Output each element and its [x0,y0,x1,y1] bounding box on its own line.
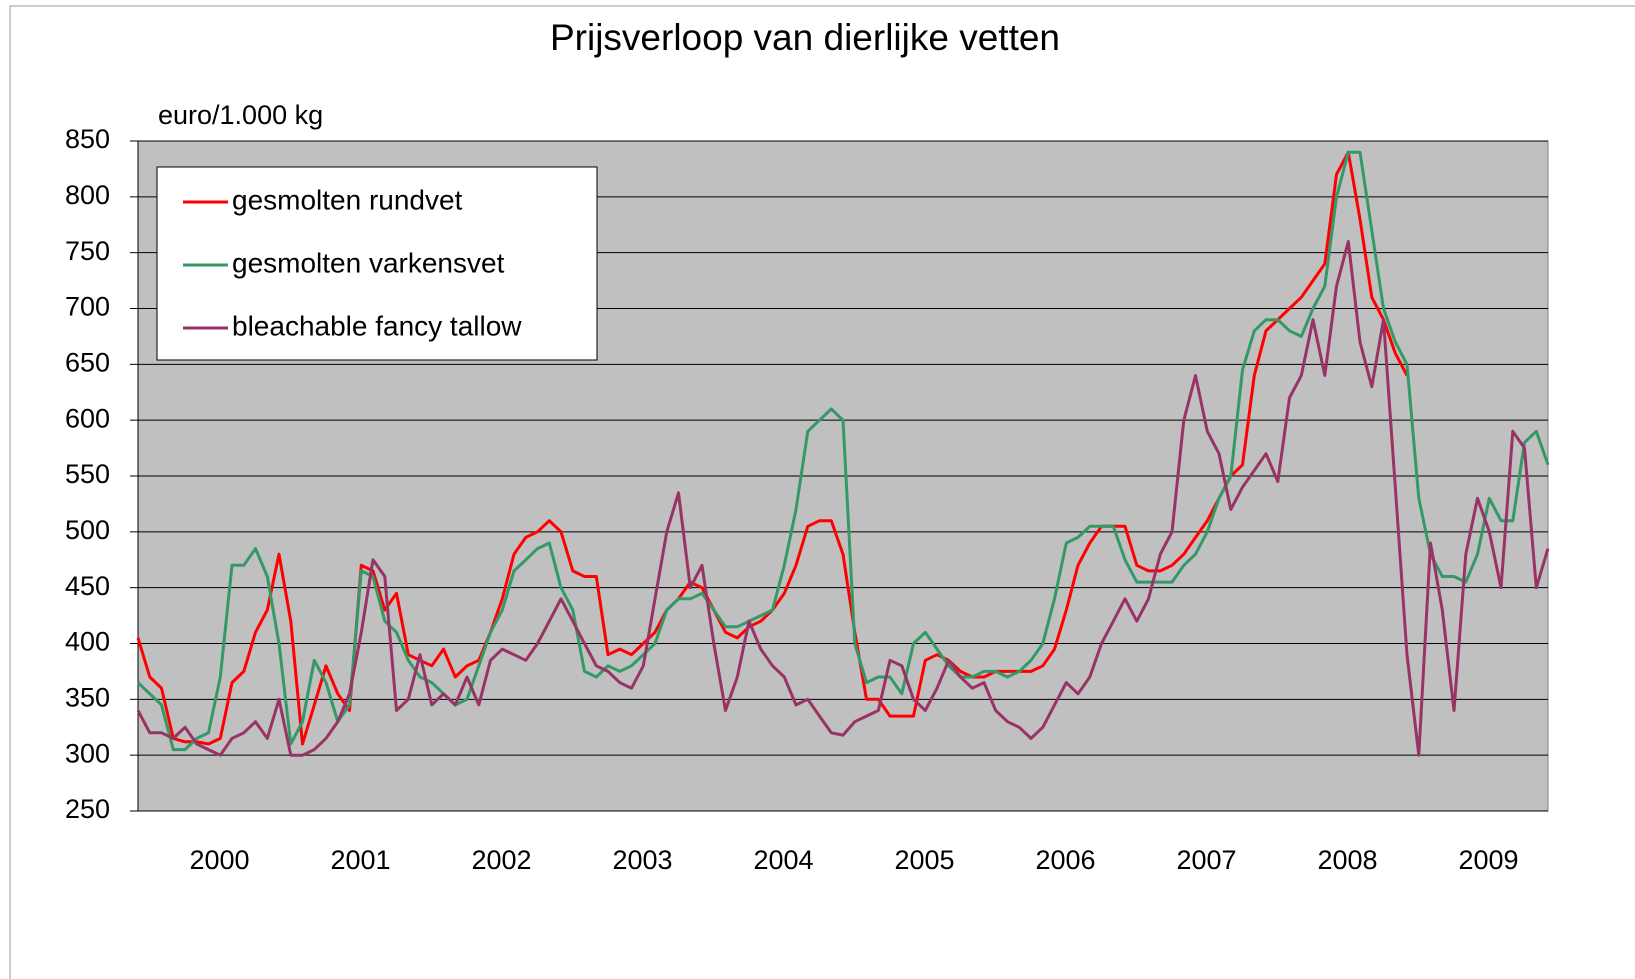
x-tick-label: 2008 [1317,845,1377,875]
chart-title: Prijsverloop van dierlijke vetten [550,17,1060,58]
legend-label: gesmolten varkensvet [232,247,505,278]
y-tick-label: 300 [65,738,110,768]
x-tick-label: 2002 [471,845,531,875]
y-tick-label: 500 [65,515,110,545]
y-tick-label: 250 [65,794,110,824]
series-line [136,150,1550,752]
y-tick-label: 600 [65,403,110,433]
x-tick-label: 2009 [1458,845,1518,875]
y-tick-label: 650 [65,347,110,377]
y-tick-label: 350 [65,682,110,712]
y-tick-label: 550 [65,459,110,489]
x-tick-label: 2007 [1176,845,1236,875]
x-tick-label: 2005 [894,845,954,875]
y-tick-label: 800 [65,180,110,210]
x-tick-label: 2004 [753,845,813,875]
y-axis-label: euro/1.000 kg [158,100,323,130]
x-tick-label: 2001 [330,845,390,875]
y-tick-label: 750 [65,236,110,266]
x-tick-label: 2000 [189,845,249,875]
y-tick-label: 850 [65,124,110,154]
x-tick-label: 2006 [1035,845,1095,875]
series-line [136,240,1550,757]
legend-box [156,166,598,361]
legend-label: gesmolten rundvet [232,184,463,215]
x-tick-label: 2003 [612,845,672,875]
y-tick-label: 700 [65,292,110,322]
y-tick-label: 450 [65,571,110,601]
legend-label: bleachable fancy tallow [232,310,522,341]
y-tick-label: 400 [65,627,110,657]
